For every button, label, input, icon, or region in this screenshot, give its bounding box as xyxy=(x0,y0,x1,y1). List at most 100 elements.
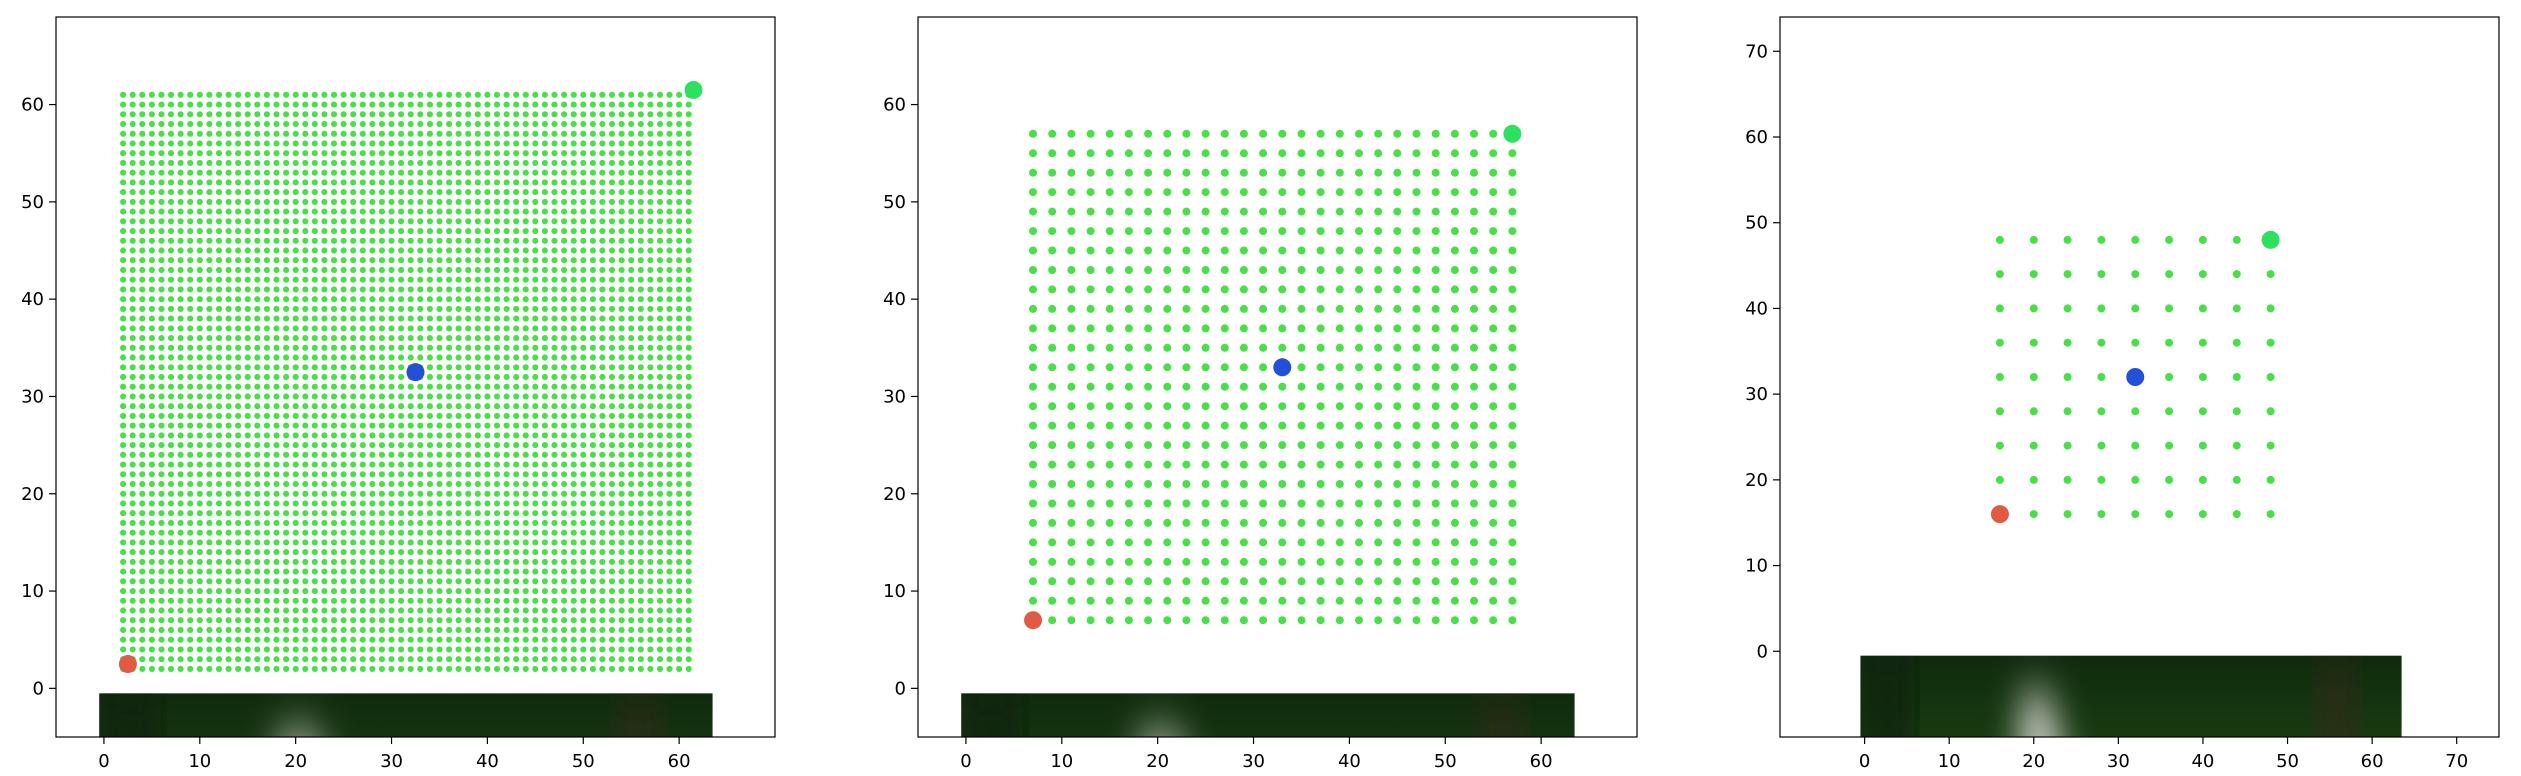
grid-dot xyxy=(608,442,616,449)
grid-dot xyxy=(206,451,213,458)
grid-dot xyxy=(369,373,376,381)
grid-dot xyxy=(551,383,558,390)
grid-dot xyxy=(350,393,357,400)
grid-dot xyxy=(321,335,328,342)
grid-dot xyxy=(158,656,165,663)
grid-dot xyxy=(676,276,683,283)
grid-dot xyxy=(493,305,501,312)
grid-dot xyxy=(685,461,692,468)
grid-dot xyxy=(599,432,606,439)
grid-dot xyxy=(330,276,338,283)
grid-dot xyxy=(618,442,625,449)
grid-dot xyxy=(378,354,385,361)
grid-dot xyxy=(503,169,510,176)
grid-dot xyxy=(273,111,280,118)
grid-dot xyxy=(455,315,462,322)
grid-dot xyxy=(215,247,223,254)
grid-dot xyxy=(206,568,213,575)
grid-dot xyxy=(225,568,232,575)
grid-dot xyxy=(1431,246,1440,255)
grid-dot xyxy=(628,539,635,546)
grid-dot xyxy=(561,558,568,565)
grid-dot xyxy=(273,665,280,672)
grid-dot xyxy=(1029,363,1037,372)
grid-dot xyxy=(254,393,261,400)
grid-dot xyxy=(446,597,453,604)
grid-dot xyxy=(1201,382,1210,391)
grid-dot xyxy=(541,344,548,351)
grid-dot xyxy=(177,208,184,215)
grid-dot xyxy=(637,432,644,439)
grid-dot xyxy=(2165,407,2174,416)
grid-dot xyxy=(417,305,424,312)
grid-dot xyxy=(302,558,309,565)
x-tick-label: 0 xyxy=(1859,751,1870,772)
grid-dot xyxy=(599,607,606,614)
grid-dot xyxy=(1278,460,1287,469)
grid-dot xyxy=(436,364,443,371)
grid-dot xyxy=(167,120,175,128)
grid-dot xyxy=(330,597,338,604)
grid-dot xyxy=(129,276,136,283)
grid-dot xyxy=(1259,207,1268,216)
grid-dot xyxy=(1220,129,1229,138)
grid-dot xyxy=(158,510,165,517)
grid-dot xyxy=(446,393,453,400)
grid-dot xyxy=(589,305,596,312)
grid-dot xyxy=(417,510,424,517)
grid-dot xyxy=(359,480,366,488)
grid-dot xyxy=(388,442,395,449)
grid-dot xyxy=(532,617,539,624)
grid-dot xyxy=(283,539,290,546)
grid-dot xyxy=(474,228,481,235)
grid-dot xyxy=(398,325,405,332)
grid-dot xyxy=(235,150,242,157)
grid-dot xyxy=(1489,129,1498,138)
grid-dot xyxy=(311,665,318,672)
grid-dot xyxy=(398,344,405,351)
grid-dot xyxy=(465,626,472,634)
grid-dot xyxy=(599,626,606,634)
grid-dot xyxy=(628,403,635,410)
grid-dot xyxy=(283,646,290,653)
grid-dot xyxy=(541,150,548,157)
grid-dot xyxy=(580,442,587,449)
grid-dot xyxy=(1105,285,1114,294)
grid-dot xyxy=(187,451,194,458)
grid-dot xyxy=(167,578,175,585)
grid-dot xyxy=(340,257,347,264)
grid-dot xyxy=(628,393,635,400)
grid-dot xyxy=(129,373,136,381)
grid-dot xyxy=(1144,188,1153,197)
grid-dot xyxy=(1239,129,1248,138)
grid-dot xyxy=(158,519,165,526)
grid-dot xyxy=(1105,363,1114,372)
grid-dot xyxy=(120,150,127,157)
grid-dot xyxy=(618,529,625,536)
grid-dot xyxy=(666,198,673,205)
grid-dot xyxy=(426,442,433,449)
grid-dot xyxy=(187,471,194,478)
grid-dot xyxy=(407,549,414,556)
grid-dot xyxy=(2029,475,2038,484)
grid-dot xyxy=(628,325,635,332)
grid-dot xyxy=(120,91,127,98)
grid-dot xyxy=(1201,304,1210,313)
grid-dot xyxy=(148,422,155,429)
grid-dot xyxy=(580,665,587,672)
grid-dot xyxy=(493,140,501,147)
grid-dot xyxy=(263,179,270,186)
grid-dot xyxy=(139,529,146,536)
grid-dot xyxy=(177,266,184,274)
grid-dot xyxy=(417,208,424,215)
grid-dot xyxy=(235,558,242,565)
grid-dot xyxy=(522,150,529,157)
grid-dot xyxy=(647,646,654,653)
grid-dot xyxy=(465,461,472,468)
grid-dot xyxy=(417,665,424,672)
grid-dot xyxy=(235,510,242,517)
grid-dot xyxy=(1355,227,1363,236)
grid-dot xyxy=(2165,510,2174,519)
grid-dot xyxy=(302,237,309,244)
grid-dot xyxy=(407,276,414,283)
